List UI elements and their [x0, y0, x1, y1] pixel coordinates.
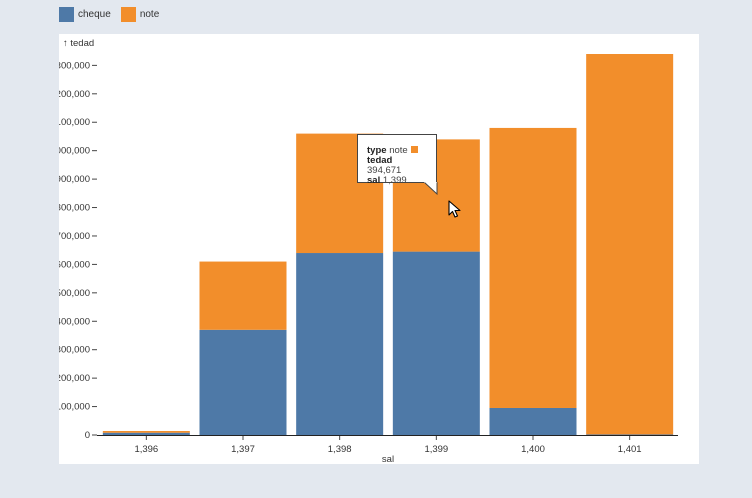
- bar-note: [586, 54, 674, 435]
- y-tick-label: 1,000,000: [59, 146, 90, 157]
- y-tick-label: 1,300,000: [59, 60, 90, 71]
- bar-cheque: [102, 432, 190, 435]
- bar-note: [199, 261, 287, 330]
- bar-cheque: [392, 251, 480, 435]
- legend: cheque note: [59, 6, 169, 22]
- tooltip-type-row: type note: [367, 146, 428, 156]
- legend-swatch-note: [120, 6, 136, 22]
- tooltip-color-swatch: [410, 146, 418, 153]
- x-tick-label: 1,397: [231, 444, 255, 455]
- x-axis-label: sal: [382, 454, 394, 464]
- y-tick-label: 1,100,000: [59, 117, 90, 128]
- bar-cheque: [199, 329, 287, 435]
- y-axis-label: ↑ tedad: [63, 38, 94, 49]
- chart-tooltip: type note tedad 394,671 sal 1,399: [357, 134, 437, 186]
- tooltip-pointer: [423, 182, 438, 196]
- y-tick-label: 300,000: [59, 345, 90, 356]
- y-tick-label: 0: [85, 430, 90, 441]
- bar-cheque: [489, 407, 577, 435]
- legend-item-note[interactable]: note: [120, 6, 160, 22]
- bar-note: [489, 127, 577, 408]
- y-tick-label: 600,000: [59, 259, 90, 270]
- y-tick-label: 400,000: [59, 316, 90, 327]
- tooltip-type-key: type: [367, 145, 387, 156]
- y-tick-label: 700,000: [59, 231, 90, 242]
- legend-label-note: note: [139, 8, 160, 20]
- mouse-pointer-icon: [448, 200, 461, 218]
- tooltip-x-value: 1,399: [382, 175, 407, 186]
- tooltip-type-value: note: [389, 145, 408, 156]
- bar-cheque: [586, 434, 674, 435]
- tooltip-x-row: sal 1,399: [367, 176, 428, 186]
- x-tick-label: 1,398: [328, 444, 352, 455]
- y-tick-label: 500,000: [59, 288, 90, 299]
- tooltip-y-value: 394,671: [367, 165, 402, 176]
- x-tick-label: 1,399: [424, 444, 448, 455]
- y-tick-label: 200,000: [59, 373, 90, 384]
- tooltip-x-key: sal: [367, 175, 381, 186]
- tooltip-y-key: tedad: [367, 155, 393, 166]
- y-tick-label: 900,000: [59, 174, 90, 185]
- legend-swatch-cheque: [59, 6, 74, 22]
- y-tick-label: 100,000: [59, 402, 90, 413]
- y-tick-label: 1,200,000: [59, 89, 90, 100]
- x-tick-label: 1,401: [618, 444, 642, 455]
- bar-note: [102, 431, 190, 433]
- bar-cheque: [296, 253, 384, 435]
- legend-label-cheque: cheque: [78, 8, 111, 20]
- x-tick-label: 1,400: [521, 444, 545, 455]
- legend-item-cheque[interactable]: cheque: [59, 6, 111, 22]
- tooltip-y-row: tedad 394,671: [367, 156, 428, 176]
- chart-panel: ↑ tedad 0 100,000 200,000 300,000 400,000 500,…: [59, 34, 699, 464]
- stacked-bar-chart: ↑ tedad 0 100,000 200,000 300,000 400,000 500,…: [59, 38, 678, 464]
- y-tick-label: 800,000: [59, 203, 90, 214]
- x-tick-label: 1,396: [134, 444, 158, 455]
